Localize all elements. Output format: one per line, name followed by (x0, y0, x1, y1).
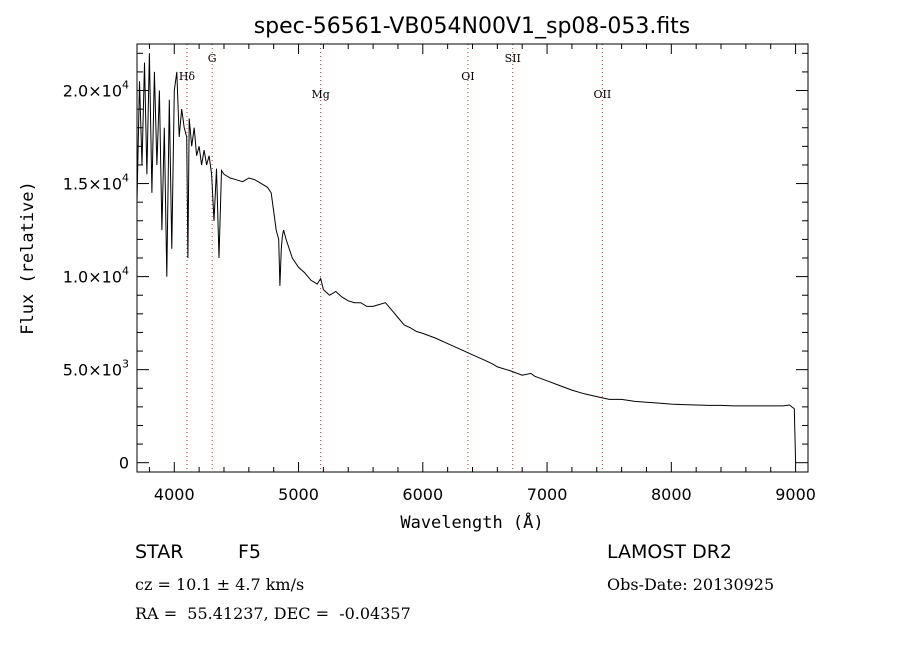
y-tick-label: 1.5×104 (63, 172, 129, 194)
object-subclass: F5 (238, 541, 262, 563)
x-axis-label: Wavelength (Å) (400, 511, 543, 533)
object-class: STAR (135, 541, 184, 563)
line-label-5: OII (593, 88, 611, 101)
velocity-text: cz = 10.1 ± 4.7 km/s (135, 575, 305, 594)
line-label-4: SII (505, 52, 521, 65)
x-tick-label: 6000 (402, 485, 443, 504)
line-label-1: G (208, 52, 217, 65)
y-axis-label: Flux (relative) (18, 181, 38, 335)
coordinates-text: RA = 55.41237, DEC = -0.04357 (135, 604, 411, 623)
x-tick-label: 9000 (775, 485, 816, 504)
x-axis-ticks: 4000 5000 6000 7000 8000 9000 (148, 44, 816, 504)
line-label-0: Hδ (179, 70, 196, 83)
y-axis-ticks: 0 5.0×103 1.0×104 1.5×104 2.0×104 (63, 52, 808, 473)
line-label-2: Mg (311, 88, 329, 101)
spectrum-line (136, 53, 797, 463)
chart-title: spec-56561-VB054N00V1_sp08-053.fits (254, 14, 691, 39)
line-label-3: OI (461, 70, 474, 83)
emission-line-markers: Hδ G Mg OI SII OII (179, 44, 611, 472)
y-tick-label: 1.0×104 (63, 265, 129, 287)
y-tick-label: 0 (119, 454, 129, 473)
obs-date-text: Obs-Date: 20130925 (607, 575, 775, 594)
x-tick-label: 8000 (651, 485, 692, 504)
x-tick-label: 4000 (154, 485, 195, 504)
plot-frame (136, 43, 809, 473)
y-tick-label: 2.0×104 (63, 79, 129, 101)
survey-name: LAMOST DR2 (607, 541, 732, 563)
x-tick-label: 7000 (527, 485, 568, 504)
x-tick-label: 5000 (278, 485, 319, 504)
y-tick-label: 5.0×103 (63, 358, 129, 380)
